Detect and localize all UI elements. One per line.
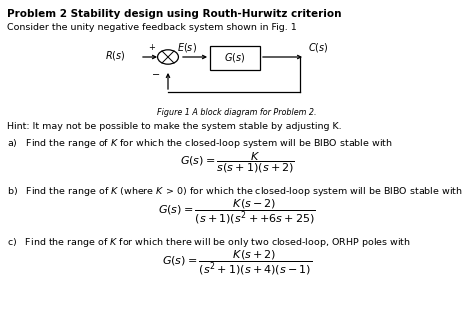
- Text: $G(s)=\dfrac{K(s+2)}{(s^2+1)(s+4)(s-1)}$: $G(s)=\dfrac{K(s+2)}{(s^2+1)(s+4)(s-1)}$: [162, 249, 312, 277]
- Text: $E(s)$: $E(s)$: [177, 41, 197, 54]
- Text: $R(s)$: $R(s)$: [105, 49, 126, 62]
- Text: $G(s)=\dfrac{K(s-2)}{(s+1)(s^2+{+}6s+25)}$: $G(s)=\dfrac{K(s-2)}{(s+1)(s^2+{+}6s+25)…: [158, 198, 316, 226]
- Text: Hint: It may not be possible to make the system stable by adjusting K.: Hint: It may not be possible to make the…: [7, 122, 342, 131]
- Text: a)   Find the range of $\mathit{K}$ for which the closed-loop system will be BIB: a) Find the range of $\mathit{K}$ for wh…: [7, 137, 393, 150]
- Bar: [210, 46, 260, 70]
- Text: −: −: [152, 70, 160, 80]
- Text: $G(s)$: $G(s)$: [224, 50, 246, 63]
- Text: +: +: [148, 43, 155, 51]
- Text: Figure 1 A block diagram for Problem 2.: Figure 1 A block diagram for Problem 2.: [157, 108, 317, 117]
- Text: $C(s)$: $C(s)$: [308, 41, 328, 54]
- Text: Problem 2 Stability design using Routh-Hurwitz criterion: Problem 2 Stability design using Routh-H…: [7, 9, 341, 19]
- Circle shape: [157, 50, 178, 64]
- Text: c)   Find the range of $\mathit{K}$ for which there will be only two closed-loop: c) Find the range of $\mathit{K}$ for wh…: [7, 236, 411, 249]
- Text: b)   Find the range of $\mathit{K}$ (where $\mathit{K}\,>\,0$) for which the clo: b) Find the range of $\mathit{K}$ (where…: [7, 185, 463, 198]
- Text: $G(s)=\dfrac{K}{s(s+1)(s+2)}$: $G(s)=\dfrac{K}{s(s+1)(s+2)}$: [180, 151, 294, 175]
- Text: Consider the unity negative feedback system shown in Fig. 1: Consider the unity negative feedback sys…: [7, 23, 297, 32]
